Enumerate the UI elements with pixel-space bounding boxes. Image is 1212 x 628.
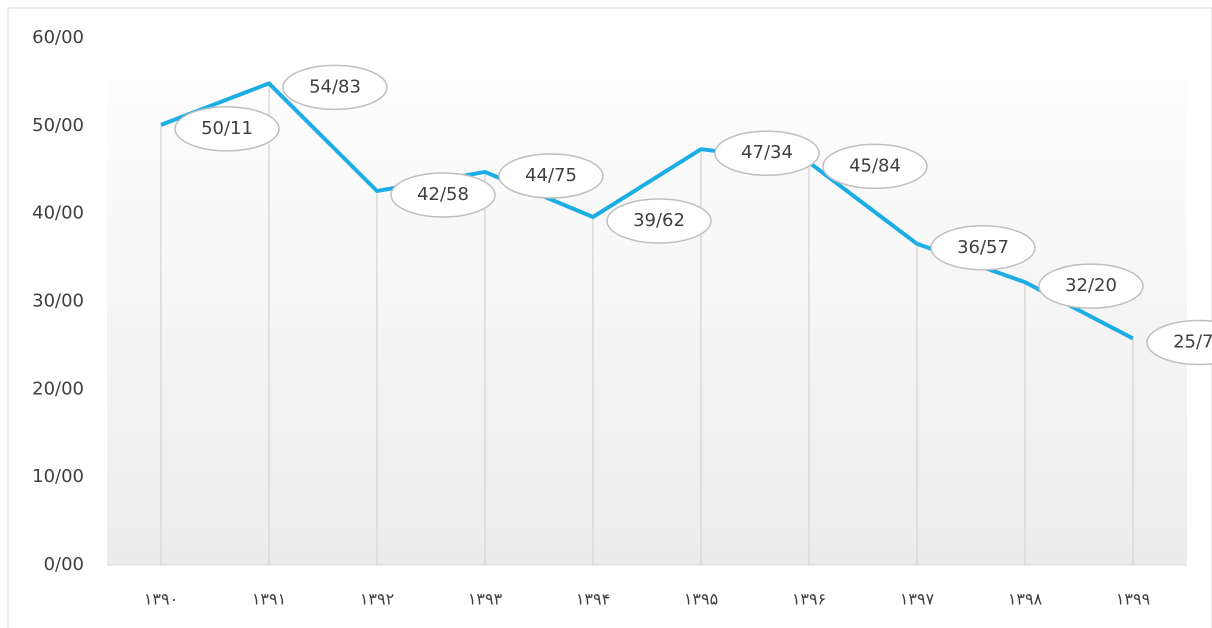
label-bubble <box>606 198 712 244</box>
data-label: 32/20 <box>1065 275 1117 296</box>
label-bubble <box>1038 263 1144 309</box>
y-tick-label: 20/00 <box>32 378 84 399</box>
data-label: 36/57 <box>957 237 1009 258</box>
x-tick-label: ۱۳۹۴ <box>576 590 610 609</box>
label-bubble <box>498 153 604 199</box>
label-bubble <box>174 106 280 152</box>
x-tick-label: ۱۳۹۳ <box>468 590 503 609</box>
x-tick-label: ۱۳۹۷ <box>900 590 935 609</box>
x-tick-label: ۱۳۹۹ <box>1116 590 1150 609</box>
label-bubble <box>1146 319 1212 366</box>
data-label: 47/34 <box>741 142 793 163</box>
x-tick-label: ۱۳۹۸ <box>1008 590 1043 609</box>
y-tick-label: 40/00 <box>32 203 84 224</box>
label-bubble <box>390 172 496 218</box>
label-bubble <box>282 64 388 111</box>
x-tick-label: ۱۳۹۵ <box>684 590 718 609</box>
y-tick-label: 50/00 <box>32 115 84 136</box>
data-label: 50/11 <box>201 118 253 139</box>
frame <box>7 7 1212 628</box>
x-tick-label: ۱۳۹۲ <box>360 590 394 609</box>
data-label: 45/84 <box>849 155 901 176</box>
y-tick-label: 10/00 <box>32 466 84 487</box>
label-bubble <box>930 225 1036 271</box>
data-label: 44/75 <box>525 165 577 186</box>
data-label: 54/83 <box>309 76 361 97</box>
x-tick-label: ۱۳۹۱ <box>252 590 286 609</box>
x-tick-label: ۱۳۹۶ <box>792 590 826 609</box>
y-tick-label: 60/00 <box>32 27 84 48</box>
plot-area <box>107 38 1187 565</box>
data-label: 25/79 <box>1173 331 1212 352</box>
y-tick-label: 30/00 <box>32 291 84 312</box>
data-label: 42/58 <box>417 184 469 205</box>
y-tick-label: 0/00 <box>44 554 84 575</box>
x-tick-label: ۱۳۹۰ <box>144 590 178 609</box>
label-bubble <box>714 130 820 176</box>
label-bubble <box>822 143 928 190</box>
data-label: 39/62 <box>633 210 685 231</box>
